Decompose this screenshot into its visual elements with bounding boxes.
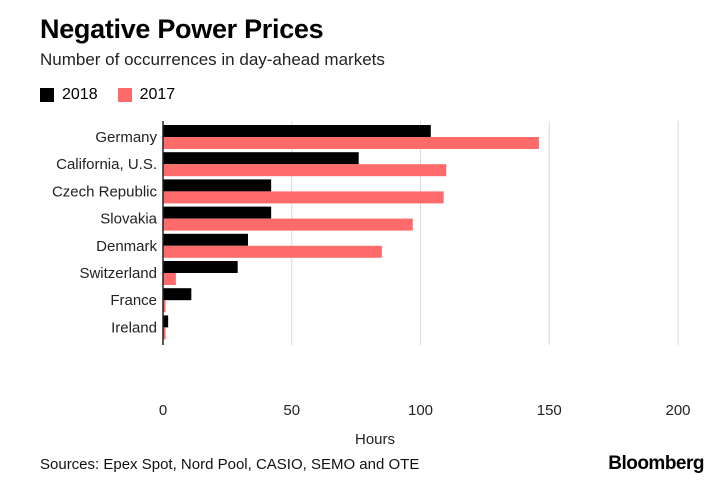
bar-2017-france [163, 300, 166, 313]
chart-subtitle: Number of occurrences in day-ahead marke… [40, 50, 385, 69]
bar-2017-germany [163, 137, 539, 149]
bar-2018-ireland [163, 315, 169, 328]
bar-2018-france [163, 288, 192, 301]
chart-title: Negative Power Prices [40, 14, 324, 44]
category-label-california-u-s: California, U.S. [56, 156, 157, 173]
legend-label-2018: 2018 [62, 86, 98, 103]
legend: 2018 2017 [40, 86, 195, 104]
legend-swatch-2017 [117, 88, 132, 102]
bar-2018-slovakia [163, 206, 272, 219]
bar-2018-czech-republic [163, 179, 272, 192]
x-axis-title: Hours [355, 431, 395, 448]
bar-2017-switzerland [163, 273, 176, 285]
source-note: Sources: Epex Spot, Nord Pool, CASIO, SE… [40, 456, 420, 473]
legend-item-2018: 2018 [40, 86, 98, 104]
category-label-slovakia: Slovakia [100, 211, 157, 228]
bar-2017-ireland [163, 327, 166, 340]
bar-2018-california-u-s [163, 152, 359, 165]
x-tick-label-200: 200 [665, 402, 690, 419]
bar-2017-denmark [163, 245, 382, 258]
legend-label-2017: 2017 [139, 86, 176, 103]
category-label-ireland: Ireland [111, 319, 157, 336]
bar-2018-denmark [163, 233, 248, 246]
category-label-czech-republic: Czech Republic [52, 183, 158, 200]
category-label-switzerland: Switzerland [79, 265, 157, 282]
category-label-germany: Germany [95, 129, 157, 146]
bar-2017-california-u-s [163, 164, 447, 177]
bloomberg-logo: Bloomberg [608, 453, 704, 474]
category-label-france: France [110, 292, 157, 309]
legend-swatch-2018 [40, 88, 54, 102]
category-label-denmark: Denmark [96, 238, 157, 255]
x-tick-label-50: 50 [283, 402, 300, 419]
x-tick-label-100: 100 [408, 402, 433, 419]
bar-2017-slovakia [163, 218, 413, 231]
legend-item-2017: 2017 [117, 86, 176, 104]
x-tick-label-150: 150 [537, 402, 562, 419]
bar-2018-germany [163, 125, 431, 137]
bar-2017-czech-republic [163, 191, 444, 204]
bar-2018-switzerland [163, 261, 238, 273]
x-tick-label-0: 0 [159, 402, 167, 419]
